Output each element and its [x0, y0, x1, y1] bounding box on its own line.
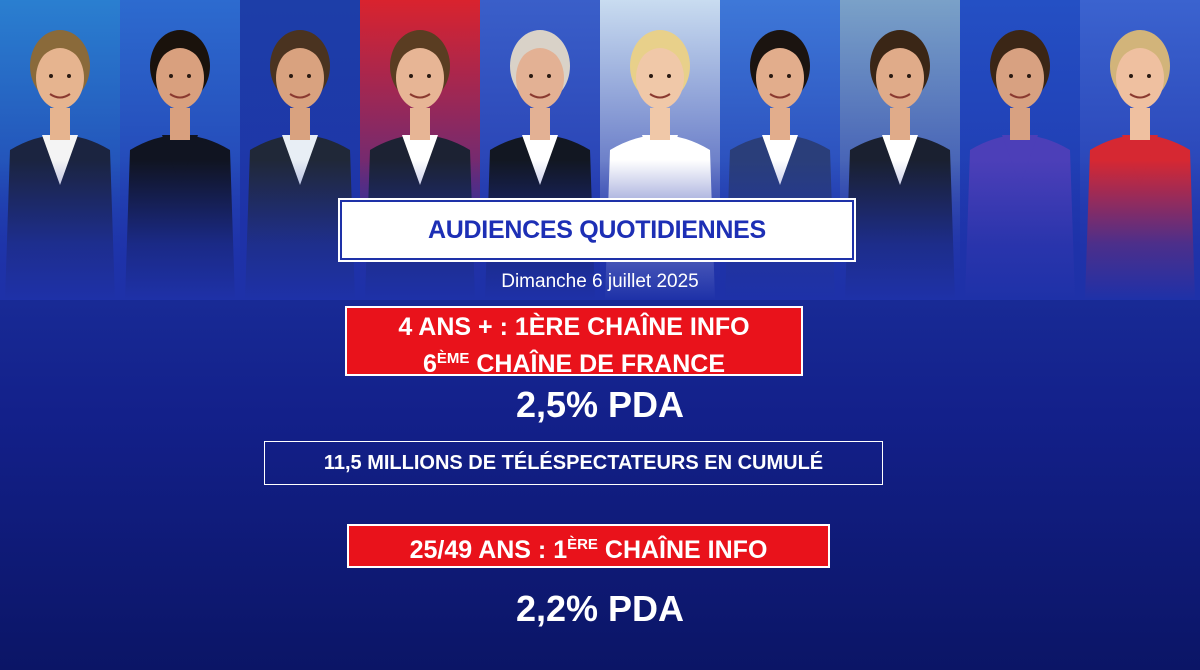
presenter-portrait [120, 0, 240, 300]
pda-2549: 2,2% PDA [515, 588, 685, 629]
headline-4ans-line2: 6ÈME CHAÎNE DE FRANCE [423, 350, 725, 378]
headline-4ans-line1: 4 ANS + : 1ÈRE CHAÎNE INFO [398, 313, 750, 341]
pda-4ans: 2,5% PDA [515, 384, 685, 425]
presenter-portrait [1080, 0, 1200, 300]
presenter-portrait [960, 0, 1080, 300]
headline-2549-banner: 25/49 ANS : 1ÈRE CHAÎNE INFO [347, 524, 830, 568]
cumul-text: 11,5 MILLIONS DE TÉLÉSPECTATEURS EN CUMU… [323, 451, 824, 474]
broadcast-date: Dimanche 6 juillet 2025 [501, 271, 699, 292]
title-banner: AUDIENCES QUOTIDIENNES [338, 198, 856, 262]
cumul-banner: 11,5 MILLIONS DE TÉLÉSPECTATEURS EN CUMU… [264, 441, 883, 485]
page-title: AUDIENCES QUOTIDIENNES [428, 215, 766, 244]
headline-4ans-banner: 4 ANS + : 1ÈRE CHAÎNE INFO 6ÈME CHAÎNE D… [345, 306, 803, 378]
presenter-portrait [840, 0, 960, 300]
presenter-portrait [0, 0, 120, 300]
